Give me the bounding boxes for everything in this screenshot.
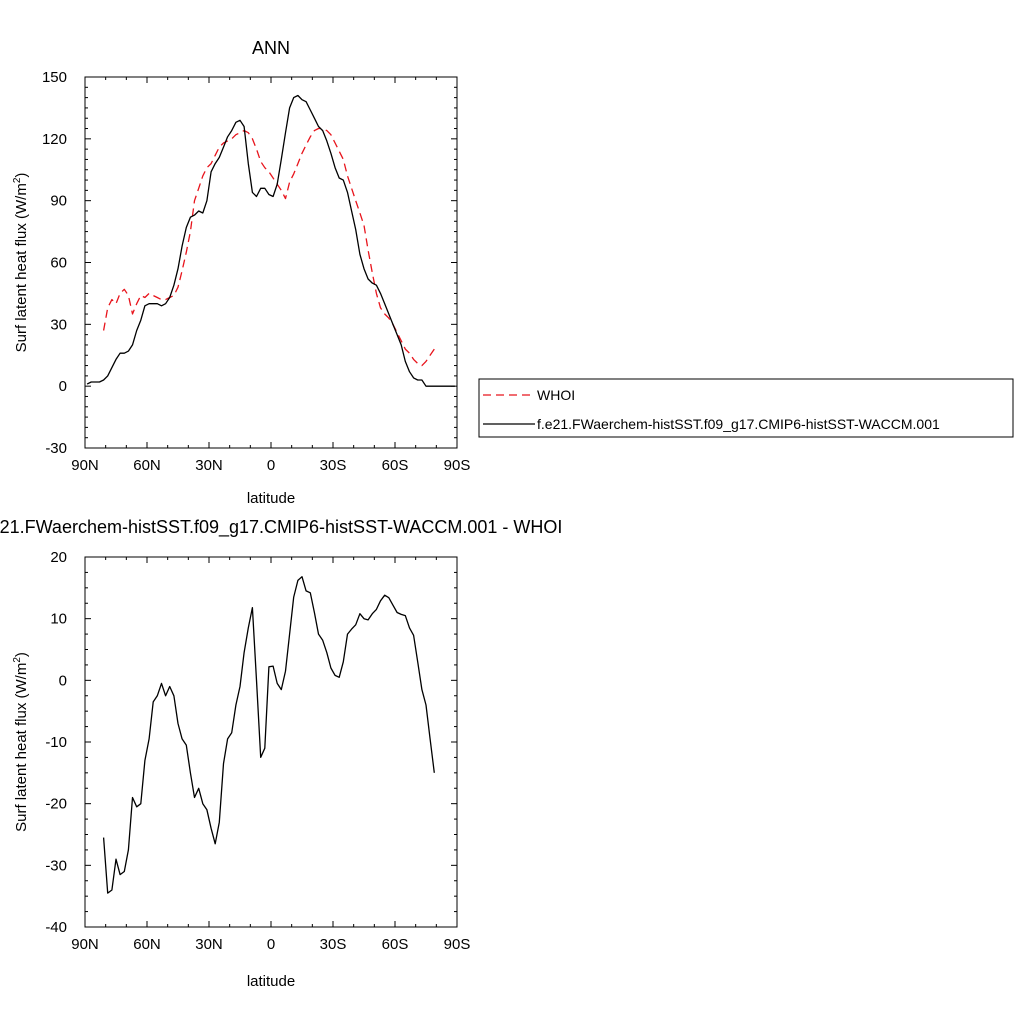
x-axis-title: latitude (247, 490, 295, 507)
y-tick-label: 90 (50, 193, 67, 210)
y-tick-label: -30 (45, 857, 67, 874)
x-tick-label: 30S (320, 936, 347, 953)
x-tick-label: 90N (71, 457, 99, 474)
x-tick-label: 90N (71, 936, 99, 953)
y-tick-label: 0 (59, 672, 67, 689)
ticks-layer: 90N 60N 30N 0 30S 60S 90S 20 10 0 -10 -20 -30 -40 (45, 549, 470, 953)
series-line-whoi (102, 127, 435, 367)
y-tick-label: 20 (50, 549, 67, 566)
y-axis-title: Surf latent heat flux (W/m2) (12, 173, 30, 353)
chart-title: ANN (252, 38, 290, 58)
plot-frame (84, 556, 458, 928)
y-tick-label: 120 (42, 131, 67, 148)
y-tick-label: 150 (42, 69, 67, 86)
series-layer (86, 94, 455, 387)
y-tick-label: 0 (59, 378, 67, 395)
series-line-model (86, 94, 455, 387)
chart-title: f.e21.FWaerchem-histSST.f09_g17.CMIP6-hi… (0, 517, 562, 538)
y-axis-title-text: Surf latent heat flux (W/m (13, 183, 30, 352)
ticks-layer: 90N 60N 30N 0 30S 60S 90S 150 120 90 60 30 0 -30 (42, 69, 470, 474)
y-axis-title-superscript: 2 (12, 177, 23, 183)
y-tick-label: -30 (45, 440, 67, 457)
y-axis-title-text: Surf latent heat flux (W/m (13, 663, 30, 832)
y-axis-title-close: ) (13, 173, 30, 178)
y-tick-label: -40 (45, 919, 67, 936)
y-tick-label: 60 (50, 255, 67, 272)
legend-label-whoi: WHOI (537, 387, 575, 403)
x-tick-label: 0 (267, 936, 275, 953)
x-tick-label: 30S (320, 457, 347, 474)
y-axis-title: Surf latent heat flux (W/m2) (12, 652, 30, 832)
y-axis-title-close: ) (13, 652, 30, 657)
y-tick-label: -20 (45, 796, 67, 813)
legend: WHOI f.e21.FWaerchem-histSST.f09_g17.CMI… (478, 378, 1014, 438)
series-line-model (102, 576, 435, 894)
x-tick-label: 30N (195, 457, 223, 474)
panel-ann: ANN 90N 60N 30N 0 30S 60S 90S1501209060300-30 … (12, 38, 470, 507)
legend-item-model: f.e21.FWaerchem-histSST.f09_g17.CMIP6-hi… (483, 416, 940, 432)
y-tick-label: 30 (50, 316, 67, 333)
panel-difference: f.e21.FWaerchem-histSST.f09_g17.CMIP6-hi… (0, 517, 562, 990)
x-tick-label: 60N (133, 457, 161, 474)
legend-item-whoi: WHOI (483, 387, 575, 403)
x-tick-label: 60S (382, 936, 409, 953)
y-tick-label: 10 (50, 611, 67, 628)
x-tick-label: 90S (444, 457, 471, 474)
x-axis-title: latitude (247, 973, 295, 990)
plot-frame (84, 76, 458, 449)
x-tick-label: 60N (133, 936, 161, 953)
x-tick-label: 0 (267, 457, 275, 474)
y-tick-label: -10 (45, 734, 67, 751)
y-axis-title-superscript: 2 (12, 657, 23, 663)
x-tick-label: 90S (444, 936, 471, 953)
x-tick-label: 60S (382, 457, 409, 474)
series-layer (102, 576, 435, 894)
legend-label-model: f.e21.FWaerchem-histSST.f09_g17.CMIP6-hi… (537, 416, 940, 432)
legend-box (478, 378, 1014, 438)
x-tick-label: 30N (195, 936, 223, 953)
